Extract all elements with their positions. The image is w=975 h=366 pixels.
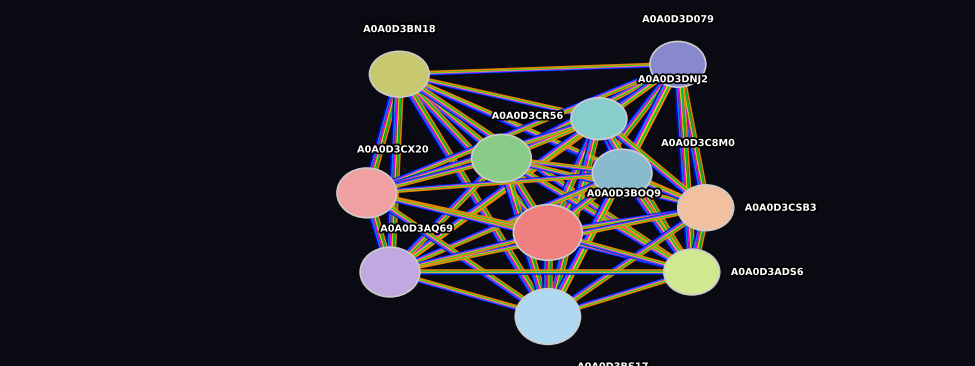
Ellipse shape (514, 205, 582, 260)
Ellipse shape (593, 149, 652, 197)
Text: A0A0D3DNJ2: A0A0D3DNJ2 (638, 74, 708, 84)
Ellipse shape (337, 168, 397, 218)
Ellipse shape (360, 247, 420, 297)
Text: A0A0D3AQ69: A0A0D3AQ69 (380, 224, 452, 234)
Text: A0A0D3CSB3: A0A0D3CSB3 (745, 203, 817, 213)
Text: A0A0D3CX20: A0A0D3CX20 (357, 145, 429, 154)
Text: A0A0D3C8M0: A0A0D3C8M0 (661, 138, 735, 148)
Ellipse shape (571, 98, 627, 139)
Text: A0A0D3ADS6: A0A0D3ADS6 (731, 267, 803, 277)
Ellipse shape (678, 185, 733, 231)
Ellipse shape (472, 134, 531, 182)
Ellipse shape (515, 289, 580, 344)
Text: A0A0D3BN18: A0A0D3BN18 (363, 24, 436, 34)
Ellipse shape (664, 249, 720, 295)
Text: A0A0D3BS17: A0A0D3BS17 (577, 362, 648, 366)
Text: A0A0D3CR56: A0A0D3CR56 (491, 111, 564, 121)
Ellipse shape (370, 51, 429, 97)
Text: A0A0D3D079: A0A0D3D079 (643, 14, 714, 24)
Ellipse shape (650, 41, 706, 87)
Text: A0A0D3BOQ9: A0A0D3BOQ9 (587, 188, 661, 198)
